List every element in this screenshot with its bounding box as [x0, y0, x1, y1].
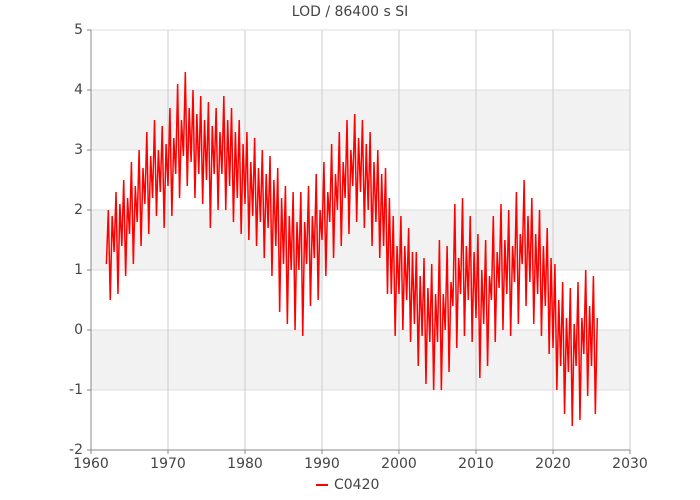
y-tick-label: 1 [74, 262, 83, 278]
x-tick-label: 1980 [227, 456, 263, 472]
x-tick-label: 2020 [535, 456, 571, 472]
grid-band [91, 330, 630, 390]
data-line [105, 71, 599, 427]
y-tick-label: 3 [74, 142, 83, 158]
y-tick-label: -1 [69, 382, 83, 398]
x-tick-label: 2030 [612, 456, 648, 472]
x-tick-label: 1960 [73, 456, 109, 472]
grid-band [91, 210, 630, 270]
x-tick-label: 2010 [458, 456, 494, 472]
grid-band [91, 90, 630, 150]
x-tick-label: 1990 [304, 456, 340, 472]
background [90, 29, 631, 451]
y-tick-label: -2 [69, 442, 83, 458]
x-tick-label: 1970 [150, 456, 186, 472]
y-tick-label: 2 [74, 202, 83, 218]
y-tick-label: 5 [74, 22, 83, 38]
chart-title: LOD / 86400 s SI [292, 4, 408, 20]
y-tick-label: 0 [74, 322, 83, 338]
legend-label: C0420 [334, 477, 379, 493]
x-tick-label: 2000 [381, 456, 417, 472]
y-tick-label: 4 [74, 82, 83, 98]
